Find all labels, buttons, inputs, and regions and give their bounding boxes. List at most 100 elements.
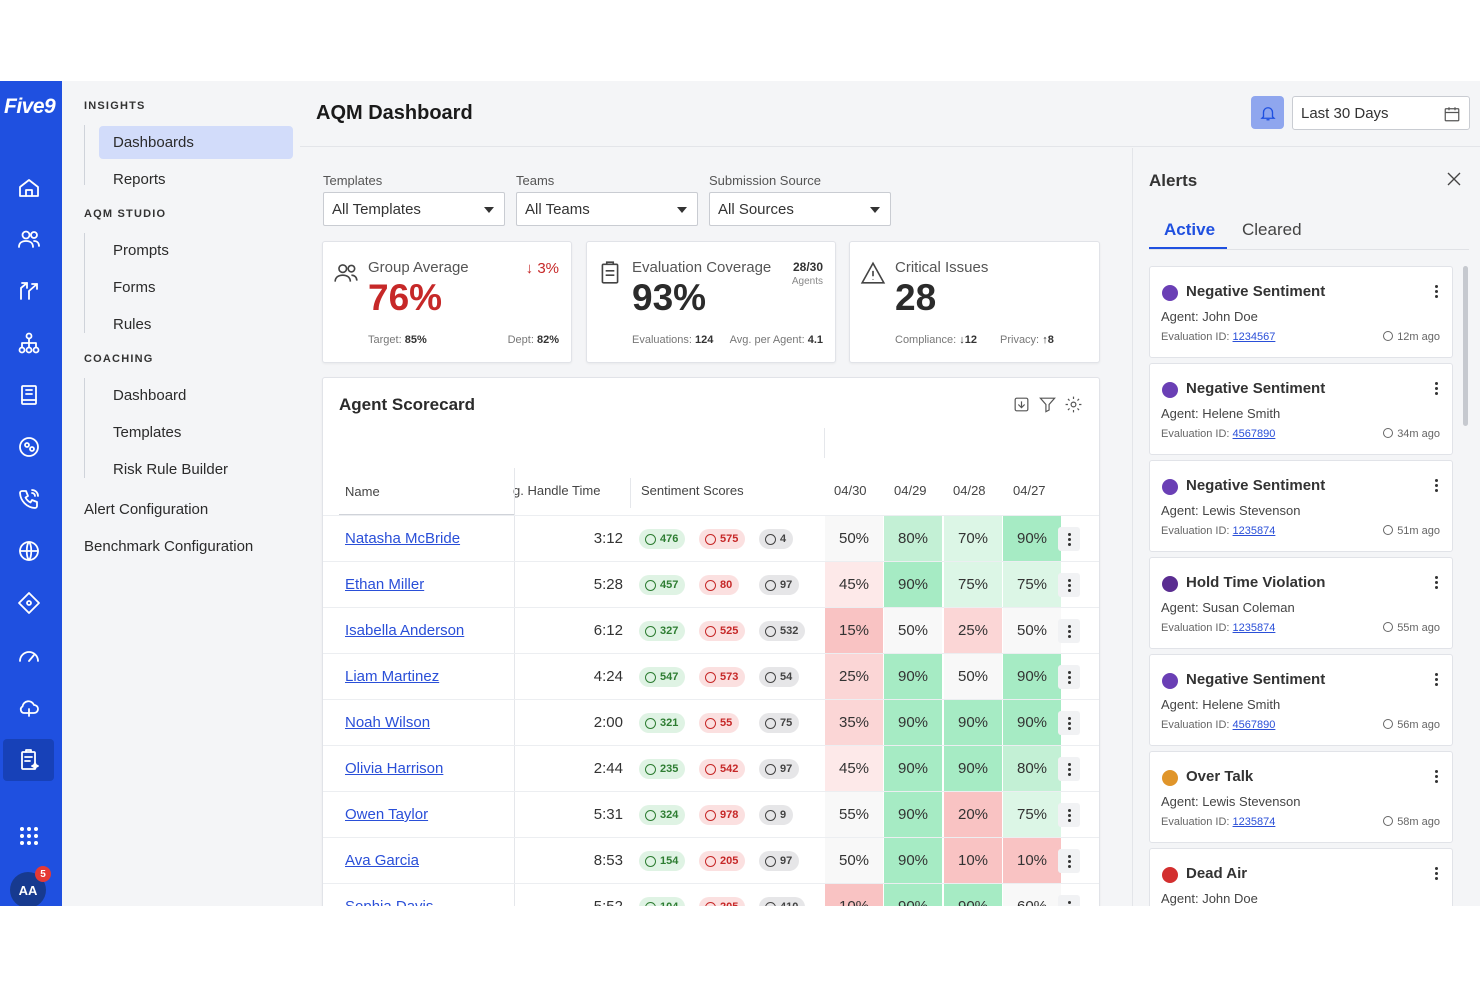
score-cell[interactable]: 10% — [1003, 838, 1061, 883]
agent-name-link[interactable]: Natasha McBride — [345, 530, 461, 547]
score-cell[interactable]: 75% — [1003, 792, 1061, 837]
evaluation-id-link[interactable]: 4567890 — [1232, 719, 1276, 731]
nav-item-risk-rule-builder[interactable]: Risk Rule Builder — [113, 461, 229, 478]
score-cell[interactable]: 20% — [944, 792, 1002, 837]
column-header-date[interactable]: 04/30 — [834, 483, 867, 498]
score-cell[interactable]: 15% — [825, 608, 883, 653]
diamond-network-icon[interactable] — [14, 588, 44, 618]
score-cell[interactable]: 50% — [884, 608, 942, 653]
alert-card[interactable]: Negative Sentiment Agent: Helene Smith Eva… — [1149, 654, 1453, 746]
users-icon[interactable] — [14, 224, 44, 254]
nav-item-coaching-templates[interactable]: Templates — [113, 424, 182, 441]
nav-item-benchmark-configuration[interactable]: Benchmark Configuration — [84, 538, 254, 555]
row-actions-menu-icon[interactable] — [1058, 527, 1080, 551]
cloud-icon[interactable] — [14, 692, 44, 722]
book-icon[interactable] — [14, 380, 44, 410]
score-cell[interactable]: 50% — [825, 838, 883, 883]
apps-grid-icon[interactable] — [14, 821, 44, 851]
agent-name-link[interactable]: Ethan Miller — [345, 576, 425, 593]
settings-gear-icon[interactable] — [1064, 395, 1084, 415]
row-actions-menu-icon[interactable] — [1058, 757, 1080, 781]
column-header-date[interactable]: 04/27 — [1013, 483, 1046, 498]
nav-item-alert-configuration[interactable]: Alert Configuration — [84, 501, 209, 518]
alert-menu-icon[interactable] — [1435, 479, 1438, 492]
score-cell[interactable]: 10% — [825, 884, 883, 906]
alert-card[interactable]: Negative Sentiment Agent: Lewis Stevenson… — [1149, 460, 1453, 552]
agent-name-link[interactable]: Liam Martinez — [345, 668, 440, 685]
agent-name-link[interactable]: Owen Taylor — [345, 806, 429, 823]
home-icon[interactable] — [14, 173, 44, 203]
notifications-button[interactable] — [1251, 96, 1284, 129]
close-icon[interactable] — [1445, 170, 1463, 188]
score-cell[interactable]: 25% — [825, 654, 883, 699]
agent-name-link[interactable]: Noah Wilson — [345, 714, 431, 731]
score-cell[interactable]: 90% — [884, 700, 942, 745]
tab-cleared[interactable]: Cleared — [1242, 220, 1302, 239]
score-cell[interactable]: 35% — [825, 700, 883, 745]
score-cell[interactable]: 45% — [825, 746, 883, 791]
row-actions-menu-icon[interactable] — [1058, 803, 1080, 827]
score-cell[interactable]: 80% — [1003, 746, 1061, 791]
row-actions-menu-icon[interactable] — [1058, 619, 1080, 643]
score-cell[interactable]: 90% — [884, 792, 942, 837]
column-header-handle-time[interactable]: g. Handle Time — [513, 483, 601, 498]
alert-menu-icon[interactable] — [1435, 576, 1438, 589]
column-header-date[interactable]: 04/28 — [953, 483, 986, 498]
alerts-scrollbar[interactable] — [1463, 266, 1468, 426]
score-cell[interactable]: 75% — [944, 562, 1002, 607]
alert-card[interactable]: Dead Air Agent: John Doe — [1149, 848, 1453, 906]
score-cell[interactable]: 90% — [884, 562, 942, 607]
row-actions-menu-icon[interactable] — [1058, 573, 1080, 597]
row-actions-menu-icon[interactable] — [1058, 665, 1080, 689]
score-cell[interactable]: 90% — [884, 838, 942, 883]
evaluation-id-link[interactable]: 1235874 — [1232, 622, 1276, 634]
score-cell[interactable]: 70% — [944, 516, 1002, 561]
speedometer-icon[interactable] — [14, 640, 44, 670]
score-cell[interactable]: 55% — [825, 792, 883, 837]
score-cell[interactable]: 90% — [1003, 654, 1061, 699]
column-header-name[interactable]: Name — [345, 484, 380, 499]
filter-icon[interactable] — [1038, 395, 1058, 415]
score-cell[interactable]: 80% — [884, 516, 942, 561]
score-cell[interactable]: 75% — [1003, 562, 1061, 607]
hierarchy-icon[interactable] — [14, 328, 44, 358]
globe-people-icon[interactable] — [14, 432, 44, 462]
score-cell[interactable]: 90% — [884, 746, 942, 791]
evaluation-id-link[interactable]: 1235874 — [1232, 525, 1276, 537]
agent-name-link[interactable]: Isabella Anderson — [345, 622, 465, 639]
agent-name-link[interactable]: Ava Garcia — [345, 852, 419, 869]
alert-menu-icon[interactable] — [1435, 285, 1438, 298]
nav-item-prompts[interactable]: Prompts — [113, 242, 169, 259]
score-cell[interactable]: 60% — [1003, 884, 1061, 906]
teams-select[interactable]: All Teams — [516, 192, 698, 226]
alert-menu-icon[interactable] — [1435, 673, 1438, 686]
score-cell[interactable]: 50% — [1003, 608, 1061, 653]
nav-item-forms[interactable]: Forms — [113, 279, 156, 296]
score-cell[interactable]: 90% — [884, 884, 942, 906]
date-range-picker[interactable]: Last 30 Days — [1292, 96, 1470, 130]
alert-card[interactable]: Over Talk Agent: Lewis Stevenson Evaluatio… — [1149, 751, 1453, 843]
clipboard-sparkle-icon[interactable] — [3, 739, 54, 781]
score-cell[interactable]: 90% — [944, 746, 1002, 791]
score-cell[interactable]: 90% — [944, 700, 1002, 745]
score-cell[interactable]: 10% — [944, 838, 1002, 883]
row-actions-menu-icon[interactable] — [1058, 711, 1080, 735]
score-cell[interactable]: 25% — [944, 608, 1002, 653]
export-icon[interactable] — [1012, 395, 1032, 415]
column-header-sentiment[interactable]: Sentiment Scores — [641, 483, 744, 498]
alert-menu-icon[interactable] — [1435, 867, 1438, 880]
score-cell[interactable]: 45% — [825, 562, 883, 607]
evaluation-id-link[interactable]: 4567890 — [1232, 428, 1276, 440]
alert-menu-icon[interactable] — [1435, 770, 1438, 783]
score-cell[interactable]: 90% — [1003, 700, 1061, 745]
agent-name-link[interactable]: Olivia Harrison — [345, 760, 444, 777]
score-cell[interactable]: 50% — [825, 516, 883, 561]
sources-select[interactable]: All Sources — [709, 192, 891, 226]
alert-card[interactable]: Hold Time Violation Agent: Susan Coleman E… — [1149, 557, 1453, 649]
nav-item-reports[interactable]: Reports — [113, 171, 166, 188]
agent-name-link[interactable]: Sophia Davis — [345, 898, 433, 906]
nav-item-coaching-dashboard[interactable]: Dashboard — [113, 387, 187, 404]
alert-menu-icon[interactable] — [1435, 382, 1438, 395]
templates-select[interactable]: All Templates — [323, 192, 505, 226]
evaluation-id-link[interactable]: 1235874 — [1232, 816, 1276, 828]
